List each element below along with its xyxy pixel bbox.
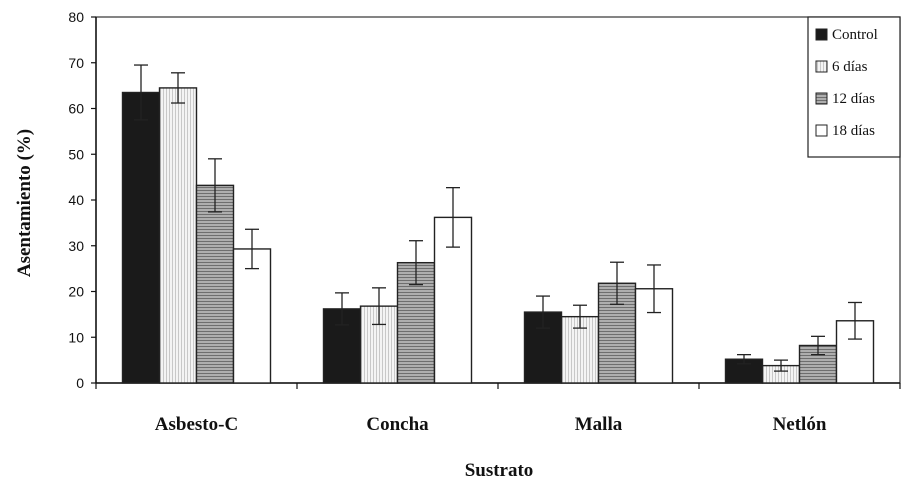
y-axis-title: Asentamiento (%) [14, 129, 35, 277]
x-tick-label: Asbesto-C [155, 414, 238, 435]
bar [433, 216, 473, 384]
legend-swatch [815, 124, 828, 137]
y-tick-label: 80 [68, 9, 84, 25]
x-tick-label: Concha [366, 414, 429, 435]
y-tick-label: 60 [68, 101, 84, 117]
x-tick-label: Malla [575, 414, 623, 435]
legend-swatch [815, 60, 828, 73]
y-axis: 0 10 20 30 40 50 60 70 80 [68, 9, 97, 391]
category-labels: Asbesto-C Concha Malla Netlón [155, 414, 827, 435]
legend: Control 6 días 12 días 18 días [807, 16, 901, 158]
legend-label: 12 días [832, 91, 875, 107]
legend-swatch [815, 92, 828, 105]
y-tick-label: 70 [68, 55, 84, 71]
legend-swatch [815, 28, 828, 41]
bar [121, 91, 161, 384]
bar [158, 87, 198, 384]
y-tick-label: 40 [68, 192, 84, 208]
legend-label: 18 días [832, 123, 875, 139]
y-tick-label: 0 [76, 375, 84, 391]
bars-layer [121, 87, 875, 384]
y-tick-label: 10 [68, 329, 84, 345]
x-axis [95, 382, 901, 389]
bar [195, 184, 235, 384]
legend-label: 6 días [832, 59, 868, 75]
legend-label: Control [832, 27, 878, 43]
y-tick-label: 50 [68, 146, 84, 162]
y-tick-label: 30 [68, 238, 84, 254]
bar [634, 288, 674, 384]
bar [232, 248, 272, 384]
error-bars-layer [134, 64, 862, 372]
x-tick-label: Netlón [773, 414, 827, 435]
y-tick-label: 20 [68, 284, 84, 300]
x-axis-title: Sustrato [465, 460, 534, 481]
